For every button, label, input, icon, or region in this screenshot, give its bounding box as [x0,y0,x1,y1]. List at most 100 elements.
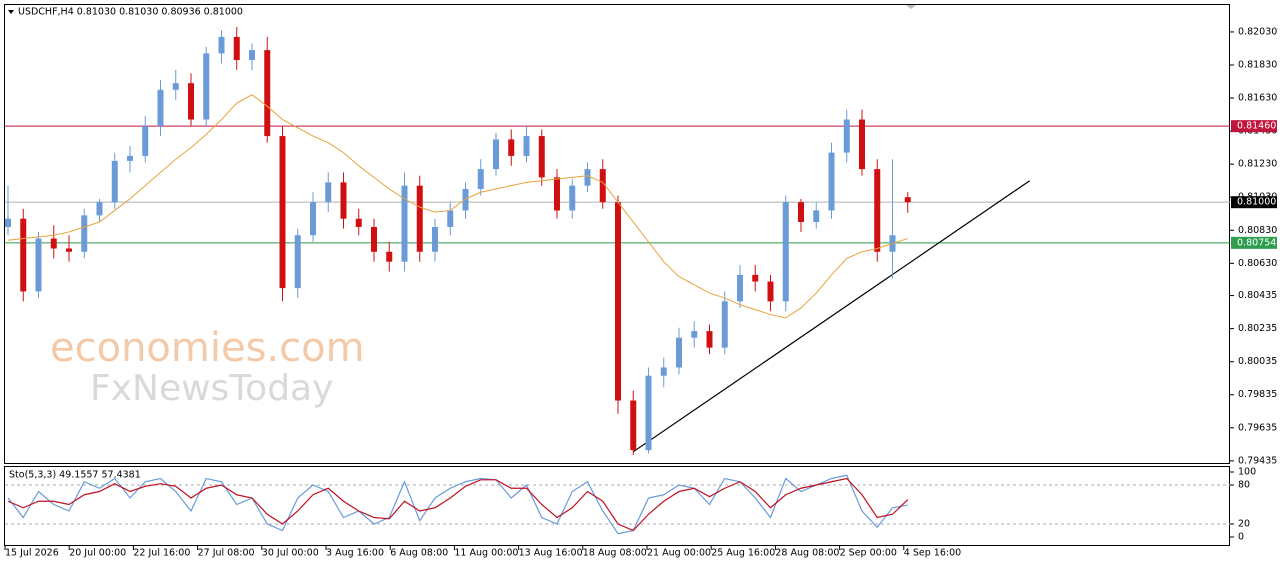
candle-body [35,238,42,292]
candle-body [81,215,88,252]
candle-body [645,375,652,451]
candle-body [691,331,698,338]
candle-body [538,136,545,178]
candle-body [599,169,606,203]
y-tick-label: 0.80435 [1238,290,1277,301]
candle-body [432,226,438,252]
candle-body [660,367,667,376]
candle-body [355,218,362,227]
y-tick-label: 0.80830 [1238,225,1277,236]
stochastic-line [7,474,908,535]
price-label-box [1231,120,1277,133]
x-tick-label: 28 Aug 08:00 [775,548,839,559]
x-tick-label: 6 Aug 08:00 [390,548,448,559]
candle-body [157,89,164,127]
trendline [632,180,1031,453]
price-label: 0.81000 [1237,197,1276,208]
x-tick-label: 25 Aug 16:00 [711,548,775,559]
price-label-box [1231,236,1277,249]
y-tick-label: 0.80235 [1238,323,1277,334]
x-tick-label: 20 Jul 00:00 [69,548,126,559]
candle-body [203,53,210,120]
candle-body [416,185,423,252]
y-tick-label: 100 [1238,467,1256,478]
candle-body [859,119,865,170]
candle-body [96,202,103,216]
candle-body [447,210,454,227]
candle-body [386,251,393,262]
y-tick-label: 0.81230 [1238,159,1277,170]
candle-body [843,119,850,153]
candle-body [828,152,835,211]
indicator-panel [4,466,1230,546]
candle-body [874,169,881,252]
candle-body [569,185,576,211]
x-tick-label: 4 Sep 16:00 [904,548,961,559]
collapse-arrow[interactable] [8,10,14,14]
candle-body [20,218,27,292]
x-tick-label: 30 Jul 00:00 [262,548,319,559]
candle-body [294,235,301,289]
indicator-title: Sto(5,3,3) 49.1557 57.4381 [9,470,141,481]
candle-body [233,36,240,61]
y-tick-label: 0.82030 [1238,26,1277,37]
candle-body [340,182,347,219]
candle-body [706,331,713,348]
candle-body [5,218,11,227]
y-tick-label: 0.81830 [1238,59,1277,70]
candle-body [249,50,255,61]
price-label: 0.81460 [1237,121,1276,132]
candle-body [798,202,804,223]
x-tick-label: 18 Aug 08:00 [583,548,647,559]
y-tick-label: 0.79435 [1238,455,1277,466]
watermark: economies.com [50,325,365,371]
candle-body [782,202,789,302]
watermark: FxNewsToday [90,368,333,409]
candle-body [111,160,118,203]
y-tick-label: 20 [1238,519,1250,530]
candle-body [554,177,560,211]
candle-body [737,274,743,302]
x-tick-label: 27 Jul 08:00 [198,548,255,559]
candle-body [279,136,286,289]
price-label: 0.80754 [1237,237,1276,248]
candle-body [172,83,179,90]
candle-body [264,50,271,137]
candle-body [767,281,774,302]
x-tick-label: 13 Aug 16:00 [519,548,583,559]
main-panel [4,4,1230,464]
x-tick-label: 22 Jul 16:00 [133,548,190,559]
stochastic-line [7,477,909,532]
candle-body [188,83,194,120]
y-tick-label: 80 [1238,480,1250,491]
candle-body [142,126,149,156]
y-tick-label: 0.81630 [1238,93,1277,104]
candle-body [493,139,499,170]
candle-body [508,139,515,156]
price-label-box [1231,196,1277,209]
candle-body [50,238,57,249]
candle-body [371,226,377,252]
candle-body [325,182,332,203]
x-tick-label: 3 Aug 16:00 [326,548,384,559]
candle-body [752,274,759,282]
y-tick-label: 0.80035 [1238,356,1277,367]
candle-body [66,248,72,252]
candle-body [477,169,484,189]
y-tick-label: 0.79635 [1238,422,1277,433]
candle-body [615,202,621,401]
x-tick-label: 2 Sep 00:00 [840,548,897,559]
x-tick-label: 11 Aug 00:00 [454,548,518,559]
candle-body [676,337,682,368]
moving-average [7,94,908,319]
candle-body [813,210,820,223]
candle-body [721,301,728,348]
candle-body [904,197,911,203]
y-tick-label: 0 [1238,532,1244,543]
shift-marker [906,5,916,9]
candle-body [462,188,469,211]
candle-body [523,136,530,156]
x-tick-label: 15 Jul 2026 [5,548,59,559]
candle-body [401,185,408,262]
